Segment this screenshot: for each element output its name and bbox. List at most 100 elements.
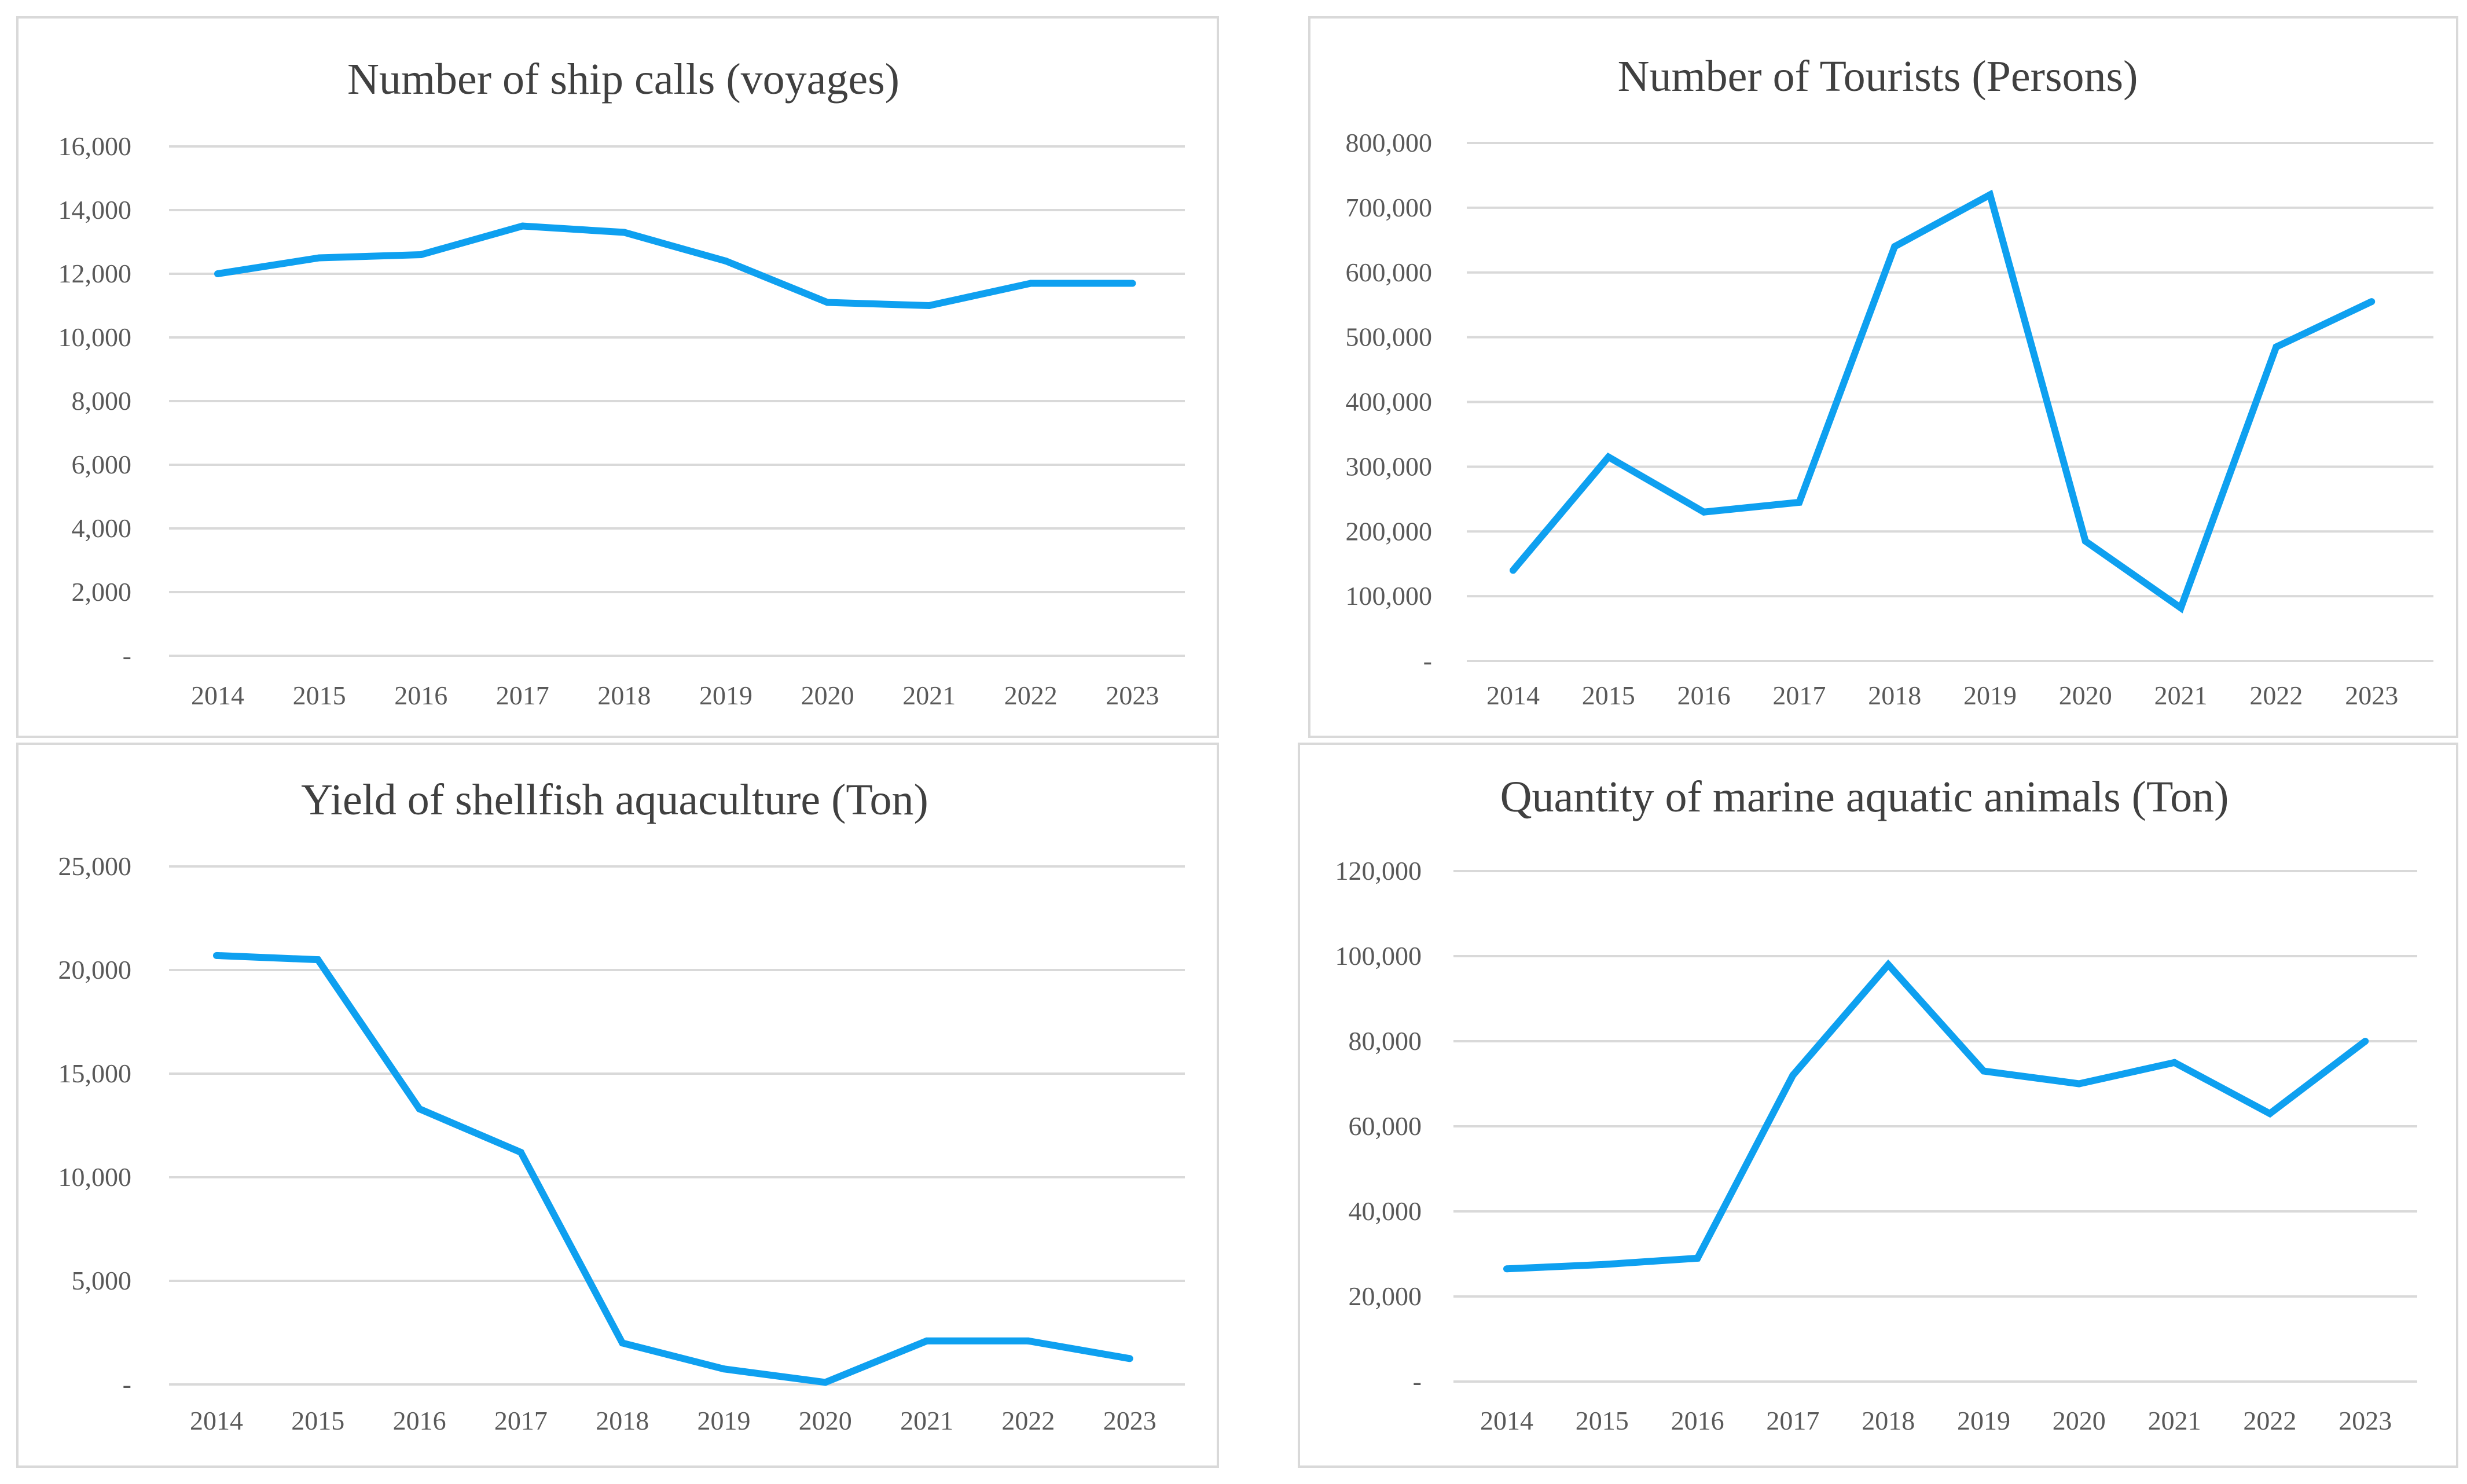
data-point xyxy=(1598,1261,1606,1268)
data-point xyxy=(2273,343,2280,351)
y-tick-label: 400,000 xyxy=(1346,387,1433,417)
data-point xyxy=(1027,280,1034,287)
y-tick-label: 80,000 xyxy=(1349,1026,1422,1056)
y-tick-label: 4,000 xyxy=(72,513,132,543)
data-point xyxy=(315,254,323,262)
y-tick-label: 12,000 xyxy=(58,259,132,288)
data-point xyxy=(619,1339,626,1347)
y-tick-label: 300,000 xyxy=(1346,451,1433,481)
data-point xyxy=(1126,1355,1133,1362)
y-tick-label: 20,000 xyxy=(58,955,132,985)
chart-title: Number of ship calls (voyages) xyxy=(347,55,900,104)
x-tick-label: 2020 xyxy=(799,1406,852,1435)
data-point xyxy=(1503,1265,1510,1273)
y-tick-label: 60,000 xyxy=(1349,1111,1422,1141)
x-tick-label: 2014 xyxy=(190,1406,243,1435)
data-point xyxy=(213,952,220,959)
y-tick-label: 14,000 xyxy=(58,195,132,225)
data-point xyxy=(1789,1071,1797,1079)
x-tick-label: 2017 xyxy=(1772,681,1826,710)
data-point xyxy=(2266,1110,2274,1117)
y-tick-label: 10,000 xyxy=(58,1162,132,1192)
y-tick-label: 100,000 xyxy=(1335,941,1422,971)
data-point xyxy=(1891,243,1899,250)
data-point xyxy=(519,222,526,230)
y-tick-label: - xyxy=(123,1369,131,1399)
x-tick-label: 2015 xyxy=(1582,681,1635,710)
data-point xyxy=(1980,1067,1987,1075)
x-tick-label: 2021 xyxy=(2148,1406,2201,1435)
x-tick-label: 2023 xyxy=(2345,681,2398,710)
x-tick-label: 2016 xyxy=(1671,1406,1724,1435)
x-tick-label: 2023 xyxy=(2338,1406,2392,1435)
chart-panel-ship-calls: Number of ship calls (voyages) - 2,000 4,00… xyxy=(16,16,1219,738)
x-tick-label: 2018 xyxy=(1862,1406,1915,1435)
data-point xyxy=(2171,1059,2178,1066)
y-tick-label: 100,000 xyxy=(1346,581,1433,611)
x-tick-label: 2019 xyxy=(1957,1406,2010,1435)
x-tick-label: 2021 xyxy=(902,681,956,710)
x-tick-label: 2018 xyxy=(596,1406,649,1435)
data-point xyxy=(1796,498,1803,506)
data-point xyxy=(2177,604,2185,612)
data-point xyxy=(621,229,628,236)
data-point xyxy=(2075,1080,2083,1088)
x-tick-label: 2020 xyxy=(2053,1406,2106,1435)
x-tick-label: 2016 xyxy=(393,1406,446,1435)
y-tick-label: 2,000 xyxy=(72,577,132,607)
data-point xyxy=(517,1149,524,1156)
x-tick-label: 2019 xyxy=(697,1406,751,1435)
y-tick-label: 800,000 xyxy=(1346,128,1433,157)
x-tick-label: 2019 xyxy=(1963,681,2017,710)
x-tick-label: 2015 xyxy=(293,681,346,710)
x-tick-label: 2017 xyxy=(1766,1406,1819,1435)
x-tick-label: 2016 xyxy=(394,681,447,710)
y-tick-label: 200,000 xyxy=(1346,516,1433,546)
data-point xyxy=(1510,567,1517,574)
x-tick-label: 2021 xyxy=(900,1406,953,1435)
data-point xyxy=(1605,453,1612,461)
data-point xyxy=(722,258,729,265)
y-tick-label: 5,000 xyxy=(72,1266,132,1295)
data-point xyxy=(1700,508,1708,516)
data-point xyxy=(417,251,425,258)
chart-title: Quantity of marine aquatic animals (Ton) xyxy=(1500,773,2229,821)
series-line-marine-animals xyxy=(1506,959,2367,1273)
series-line-tourists xyxy=(1510,189,2373,614)
x-tick-label: 2023 xyxy=(1103,1406,1157,1435)
data-point xyxy=(1129,280,1136,287)
x-tick-label: 2020 xyxy=(2059,681,2112,710)
data-point xyxy=(1694,1254,1701,1262)
y-tick-label: - xyxy=(123,641,131,670)
x-tick-label: 2022 xyxy=(1001,1406,1055,1435)
y-tick-label: - xyxy=(1413,1367,1422,1396)
y-tick-label: 10,000 xyxy=(58,322,132,352)
y-tick-label: 600,000 xyxy=(1346,258,1433,287)
x-tick-label: 2017 xyxy=(496,681,549,710)
x-tick-label: 2015 xyxy=(291,1406,344,1435)
data-point xyxy=(720,1365,728,1373)
chart-panel-tourists: Number of Tourists (Persons) - 100,000 200,… xyxy=(1308,16,2458,738)
chart-ship-calls: Number of ship calls (voyages) - 2,000 4,00… xyxy=(58,55,1185,710)
chart-title: Yield of shellfish aquaculture (Ton) xyxy=(301,776,928,824)
chart-tourists: Number of Tourists (Persons) - 100,000 200,… xyxy=(1346,52,2433,710)
x-tick-label: 2014 xyxy=(1486,681,1540,710)
y-tick-label: 120,000 xyxy=(1335,856,1422,886)
data-point xyxy=(2081,538,2089,545)
x-tick-label: 2023 xyxy=(1106,681,1159,710)
y-tick-label: 25,000 xyxy=(58,851,132,881)
y-tick-label: - xyxy=(1423,646,1432,675)
y-tick-label: 8,000 xyxy=(72,386,132,416)
data-point xyxy=(923,1337,931,1345)
x-tick-label: 2017 xyxy=(494,1406,548,1435)
x-tick-label: 2019 xyxy=(699,681,752,710)
x-tick-label: 2022 xyxy=(2243,1406,2296,1435)
y-tick-label: 40,000 xyxy=(1349,1196,1422,1226)
y-tick-label: 15,000 xyxy=(58,1059,132,1088)
chart-title: Number of Tourists (Persons) xyxy=(1618,52,2138,101)
x-tick-label: 2021 xyxy=(2154,681,2208,710)
data-point xyxy=(821,1379,829,1386)
y-tick-label: 20,000 xyxy=(1349,1281,1422,1311)
x-tick-label: 2018 xyxy=(597,681,651,710)
x-tick-label: 2014 xyxy=(191,681,244,710)
